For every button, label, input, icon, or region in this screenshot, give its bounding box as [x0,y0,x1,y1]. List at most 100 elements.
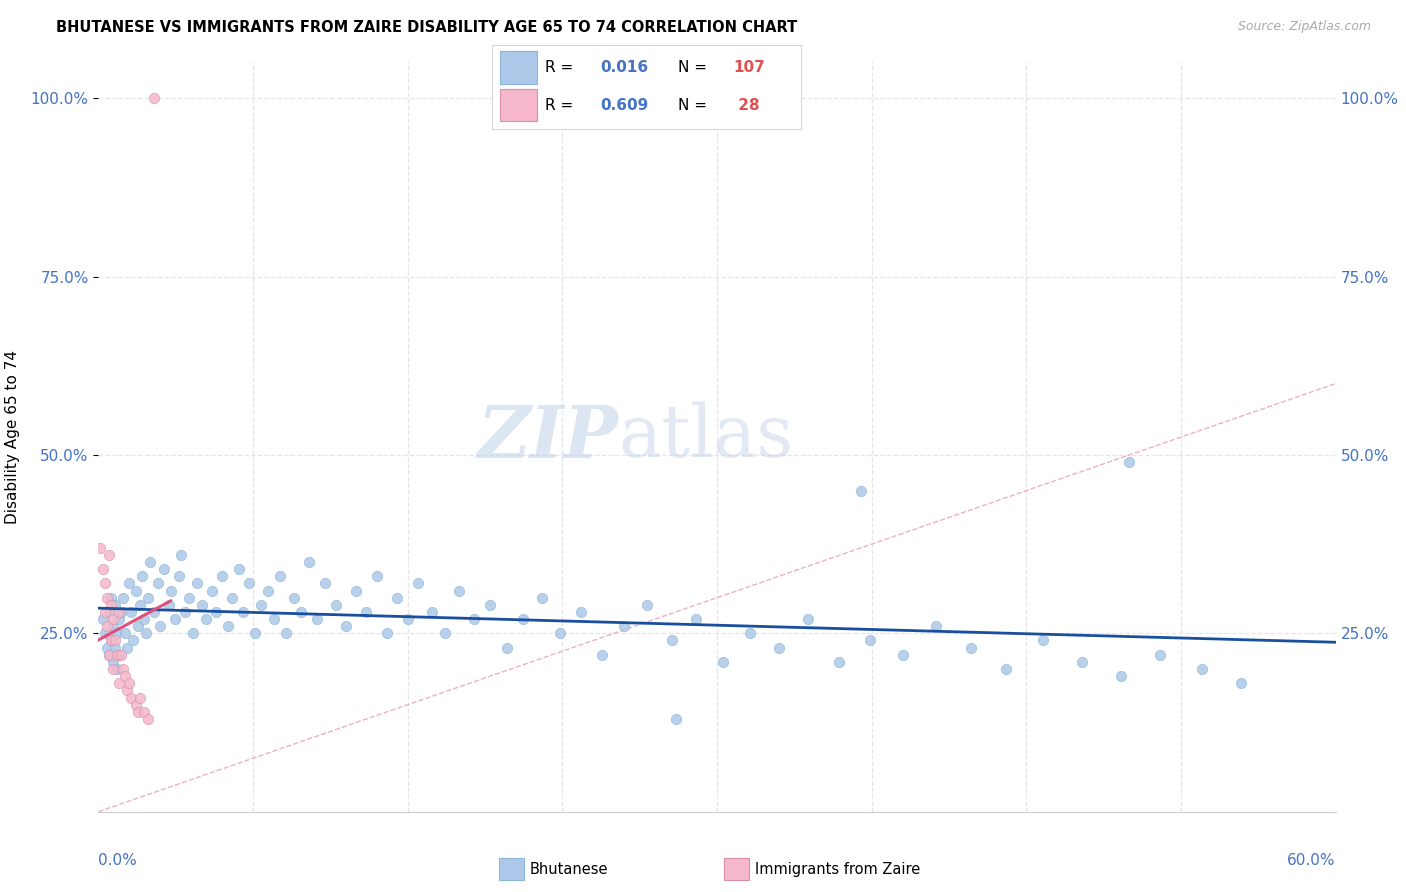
Point [104,633,127,648]
Point [132,705,155,719]
Point [136,712,159,726]
Point [190,598,212,612]
Point [174,605,197,619]
Point [250,598,273,612]
Point [422,605,444,619]
Point [201,583,224,598]
Point [797,612,820,626]
Point [149,619,172,633]
Point [101,662,124,676]
Point [108,605,131,619]
Point [433,626,456,640]
Point [96,591,118,605]
Point [685,612,707,626]
Point [114,626,136,640]
Point [305,612,328,626]
Point [335,619,357,633]
Point [97,605,120,619]
Point [356,605,378,619]
Point [104,598,127,612]
Point [661,633,683,648]
Point [738,626,761,640]
Point [101,619,124,633]
Point [96,619,118,633]
Point [117,640,139,655]
Text: BHUTANESE VS IMMIGRANTS FROM ZAIRE DISABILITY AGE 65 TO 74 CORRELATION CHART: BHUTANESE VS IMMIGRANTS FROM ZAIRE DISAB… [56,20,797,35]
Point [1109,669,1132,683]
Text: 60.0%: 60.0% [1288,853,1336,868]
Point [148,576,170,591]
Point [959,640,981,655]
Point [768,640,790,655]
Text: N =: N = [678,60,711,75]
Point [132,612,155,626]
Point [711,655,734,669]
Point [228,562,250,576]
Point [118,576,141,591]
Text: 0.609: 0.609 [600,98,648,112]
Point [828,655,851,669]
Point [96,640,118,655]
Point [591,648,613,662]
Text: Source: ZipAtlas.com: Source: ZipAtlas.com [1237,20,1371,33]
Point [274,626,297,640]
Point [110,605,132,619]
Point [157,598,180,612]
Point [91,612,114,626]
Bar [501,52,537,84]
Point [97,648,120,662]
Point [139,555,162,569]
Point [153,562,176,576]
Point [530,591,553,605]
Point [104,640,127,655]
Point [314,576,336,591]
Point [186,576,208,591]
Point [298,555,321,569]
Point [1118,455,1140,469]
Point [325,598,347,612]
Point [127,619,149,633]
Text: Immigrants from Zaire: Immigrants from Zaire [755,863,921,877]
Point [105,648,128,662]
Point [108,648,131,662]
Point [665,712,688,726]
Point [170,548,193,562]
Point [569,605,592,619]
Point [108,676,131,690]
Point [221,591,243,605]
Point [114,669,136,683]
Text: 107: 107 [734,60,765,75]
Point [105,662,128,676]
Point [994,662,1017,676]
Point [120,605,142,619]
Point [217,619,239,633]
Point [1149,648,1171,662]
Point [100,598,122,612]
Point [93,626,115,640]
Point [110,648,132,662]
Point [479,598,502,612]
Point [97,648,120,662]
Text: R =: R = [544,60,578,75]
Text: 0.0%: 0.0% [98,853,138,868]
Text: 28: 28 [734,98,761,112]
Point [179,591,201,605]
Point [891,648,914,662]
Point [387,591,409,605]
Point [406,576,429,591]
Point [143,605,166,619]
Point [135,626,157,640]
Text: R =: R = [544,98,578,112]
Text: Bhutanese: Bhutanese [530,863,609,877]
Point [256,583,278,598]
Point [232,605,254,619]
Text: atlas: atlas [619,401,793,473]
Point [127,705,149,719]
Point [269,569,291,583]
Point [924,619,946,633]
Point [163,612,186,626]
Text: 0.016: 0.016 [600,60,648,75]
Point [449,583,471,598]
Y-axis label: Disability Age 65 to 74: Disability Age 65 to 74 [4,350,20,524]
Point [112,591,135,605]
